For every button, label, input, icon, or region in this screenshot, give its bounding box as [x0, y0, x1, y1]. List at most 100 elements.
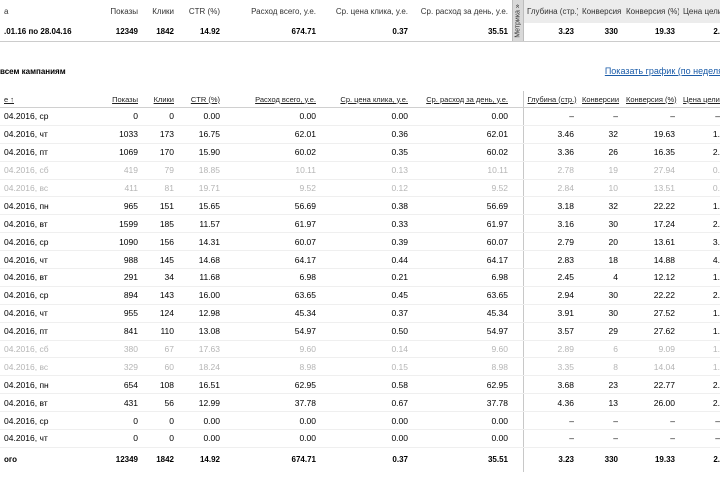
cell-ctr: 18.85 — [178, 161, 224, 180]
summary-divider — [0, 41, 720, 42]
cell-conversion-rate: 19.63 — [622, 125, 679, 144]
cell-avg-daily-cost: 61.97 — [412, 214, 512, 234]
cell-cost-total: 9.60 — [224, 340, 320, 359]
column-header-avg-daily-cost[interactable]: Ср. расход за день, у.е. — [412, 91, 512, 108]
cell-avg-daily-cost: 60.02 — [412, 143, 512, 162]
cell-clicks: 156 — [142, 232, 178, 252]
cell-clicks: 0 — [142, 107, 178, 126]
summary-header-period: а — [4, 7, 9, 16]
cell-goal-cost: 4. — [679, 250, 720, 270]
cell-impressions: 0 — [94, 107, 142, 126]
row-spacer — [512, 322, 523, 341]
cell-conversion-rate: – — [622, 107, 679, 126]
cell-avg-cpc: 0.50 — [320, 322, 412, 341]
cell-cost-total: 54.97 — [224, 322, 320, 341]
cell-conversion-rate: 22.22 — [622, 286, 679, 305]
cell-ctr: 0.00 — [178, 411, 224, 431]
table-row: 04.2016, вс 411 81 19.71 9.52 0.12 9.52 2.84 10 1… — [0, 179, 720, 198]
cell-date: 04.2016, ср — [0, 411, 94, 431]
cell-conversion-rate: 16.35 — [622, 143, 679, 162]
total-avg-cpc: 0.37 — [320, 446, 412, 472]
table-body: 04.2016, ср 0 0 0.00 0.00 0.00 0.00– – – –04.2016… — [0, 107, 720, 448]
summary-header-cost-total: Расход всего, у.е. — [251, 7, 316, 16]
column-header-cost-total[interactable]: Расход всего, у.е. — [224, 91, 320, 108]
cell-date: 04.2016, вт — [0, 214, 94, 234]
cell-goal-cost: 2. — [679, 143, 720, 162]
cell-date: 04.2016, пт — [0, 143, 94, 162]
summary-header-avg-daily-cost: Ср. расход за день, у.е. — [420, 7, 508, 16]
cell-date: 04.2016, пт — [0, 322, 94, 341]
cell-date: 04.2016, чт — [0, 125, 94, 144]
cell-cost-total: 60.02 — [224, 143, 320, 162]
cell-conversions: 30 — [578, 214, 622, 234]
section-title: всем кампаниям — [0, 67, 66, 76]
cell-conversion-rate: 27.94 — [622, 161, 679, 180]
cell-avg-cpc: 0.00 — [320, 429, 412, 448]
cell-depth: – — [522, 429, 578, 448]
column-header-avg-cpc[interactable]: Ср. цена клика, у.е. — [320, 91, 412, 108]
cell-avg-daily-cost: 9.52 — [412, 179, 512, 198]
cell-goal-cost: 2. — [679, 375, 720, 395]
table-row: 04.2016, ср 894 143 16.00 63.65 0.45 63.65 2.94… — [0, 286, 720, 305]
cell-cost-total: 0.00 — [224, 429, 320, 448]
metrica-tab-label: Метрика » — [514, 3, 522, 38]
column-header-impressions[interactable]: Показы — [94, 91, 142, 108]
summary-values-row: .01.16 по 28.04.16 12349 1842 14.92 674.… — [0, 23, 720, 40]
table-row: 04.2016, вт 431 56 12.99 37.78 0.67 37.78 4.36 1… — [0, 393, 720, 413]
total-impressions: 12349 — [94, 446, 142, 472]
cell-clicks: 145 — [142, 250, 178, 270]
summary-header-ctr: CTR (%) — [188, 7, 220, 16]
table-row: 04.2016, чт 0 0 0.00 0.00 0.00 0.00– – – – — [0, 429, 720, 448]
summary-header-goal-cost: Цена цели, у — [679, 0, 720, 23]
cell-goal-cost: 1. — [679, 304, 720, 323]
column-header-date[interactable]: е ↑ — [0, 91, 94, 108]
cell-conversions: 6 — [578, 340, 622, 359]
table-row: 04.2016, пт 841 110 13.08 54.97 0.50 54.97 3.57… — [0, 322, 720, 341]
cell-depth: 3.18 — [522, 196, 578, 216]
column-header-goal-cost[interactable]: Цена цели, у — [679, 91, 720, 108]
row-spacer — [512, 107, 523, 126]
cell-cost-total: 10.11 — [224, 161, 320, 180]
cell-clicks: 0 — [142, 411, 178, 431]
cell-avg-cpc: 0.12 — [320, 179, 412, 198]
table-row: 04.2016, ср 0 0 0.00 0.00 0.00 0.00– – – – — [0, 107, 720, 126]
cell-depth: 4.36 — [522, 393, 578, 413]
cell-date: 04.2016, чт — [0, 304, 94, 323]
cell-conversions: 23 — [578, 375, 622, 395]
total-goal-cost: 2. — [679, 446, 720, 472]
cell-depth: 2.94 — [522, 286, 578, 305]
cell-avg-daily-cost: 60.07 — [412, 232, 512, 252]
cell-avg-cpc: 0.00 — [320, 107, 412, 126]
column-header-conversion-rate[interactable]: Конверсия (%) — [622, 91, 679, 108]
column-header-ctr[interactable]: CTR (%) — [178, 91, 224, 108]
cell-depth: 2.78 — [522, 161, 578, 180]
cell-clicks: 124 — [142, 304, 178, 323]
column-header-depth[interactable]: Глубина (стр.) — [522, 91, 578, 108]
cell-date: 04.2016, сб — [0, 340, 94, 359]
cell-date: 04.2016, пн — [0, 196, 94, 216]
row-spacer — [512, 232, 523, 252]
column-header-conversions[interactable]: Конверсии — [578, 91, 622, 108]
cell-date: 04.2016, вс — [0, 179, 94, 198]
cell-ctr: 14.68 — [178, 250, 224, 270]
cell-cost-total: 6.98 — [224, 268, 320, 287]
cell-goal-cost: 1. — [679, 268, 720, 287]
cell-date: 04.2016, ср — [0, 107, 94, 126]
cell-avg-daily-cost: 45.34 — [412, 304, 512, 323]
summary-header-conversions: Конверсия — [578, 0, 622, 23]
column-header-clicks[interactable]: Клики — [142, 91, 178, 108]
summary-avg-cpc: 0.37 — [392, 27, 408, 36]
cell-impressions: 1599 — [94, 214, 142, 234]
cell-impressions: 0 — [94, 429, 142, 448]
total-spacer — [512, 446, 523, 472]
row-spacer — [512, 286, 523, 305]
cell-cost-total: 63.65 — [224, 286, 320, 305]
cell-clicks: 143 — [142, 286, 178, 305]
cell-avg-daily-cost: 62.01 — [412, 125, 512, 144]
cell-ctr: 16.75 — [178, 125, 224, 144]
summary-ctr: 14.92 — [199, 27, 220, 36]
show-chart-link[interactable]: Показать график (по неделя — [604, 66, 720, 76]
table-row: 04.2016, чт 988 145 14.68 64.17 0.44 64.17 2.83… — [0, 250, 720, 270]
metrica-tab[interactable]: Метрика » — [512, 0, 524, 41]
row-spacer — [512, 411, 523, 431]
